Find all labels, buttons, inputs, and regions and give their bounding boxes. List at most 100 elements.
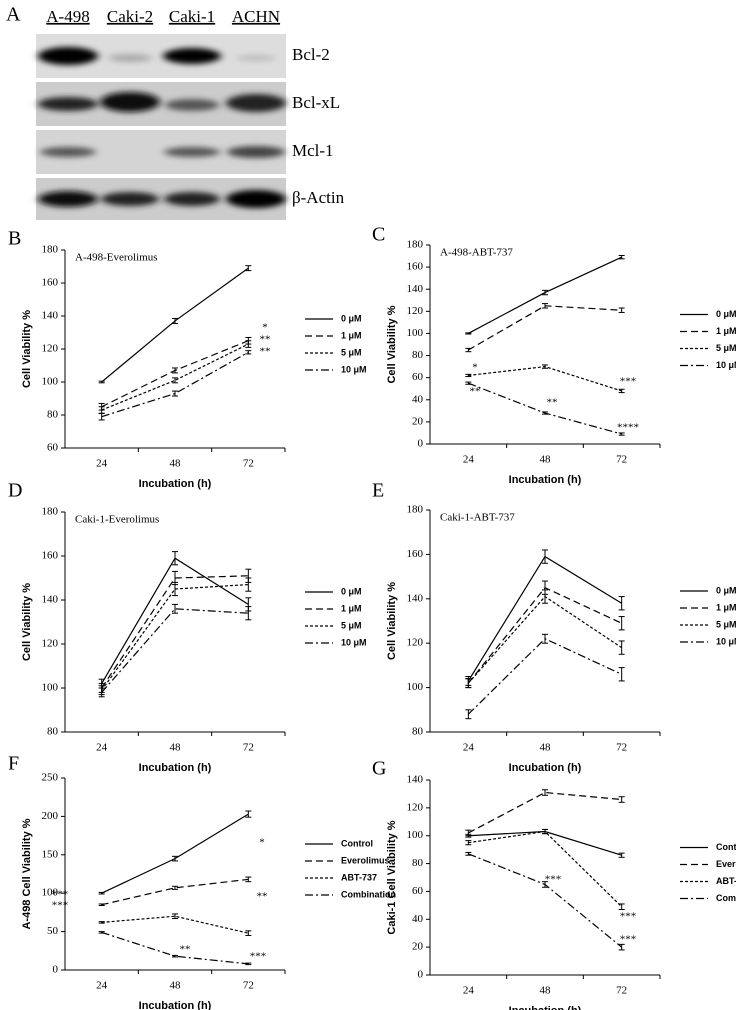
series-line bbox=[468, 382, 622, 435]
x-tick-label: 48 bbox=[170, 980, 182, 992]
error-bar bbox=[465, 373, 472, 378]
y-tick-label: 160 bbox=[42, 550, 59, 562]
significance-mark: ** bbox=[260, 334, 271, 346]
y-tick-label: 160 bbox=[407, 548, 424, 560]
error-bar bbox=[172, 390, 178, 397]
y-tick-label: 100 bbox=[42, 887, 59, 899]
y-tick-label: 200 bbox=[42, 810, 59, 822]
error-bar bbox=[542, 828, 548, 835]
error-bar bbox=[542, 364, 548, 369]
significance-mark: *** bbox=[620, 911, 637, 923]
error-bar bbox=[245, 930, 252, 936]
error-bar bbox=[172, 855, 178, 862]
y-tick-label: 80 bbox=[412, 726, 424, 738]
x-tick-label: 48 bbox=[540, 985, 552, 997]
significance-mark: *** bbox=[620, 376, 637, 388]
x-tick-label: 24 bbox=[463, 454, 475, 466]
legend-label: 1 μM bbox=[716, 326, 736, 336]
lane-label: A-498 bbox=[46, 7, 89, 26]
legend-label: 1 μM bbox=[341, 330, 362, 340]
error-bar bbox=[542, 411, 548, 415]
error-bar bbox=[618, 903, 625, 911]
legend-label: Control bbox=[716, 842, 736, 852]
chart-title: A-498-ABT-737 bbox=[440, 247, 513, 259]
panel-letter: F bbox=[8, 753, 19, 775]
x-tick-label: 24 bbox=[96, 458, 108, 470]
error-bar bbox=[618, 255, 625, 260]
protein-label: Bcl-2 bbox=[292, 45, 330, 64]
y-tick-label: 40 bbox=[412, 913, 424, 925]
series-line bbox=[101, 351, 249, 418]
lane-label: Caki-2 bbox=[107, 7, 153, 26]
error-bar bbox=[618, 796, 625, 803]
panel-letter: A bbox=[6, 4, 21, 26]
error-bar bbox=[245, 577, 252, 592]
error-bar bbox=[465, 709, 472, 720]
error-bar bbox=[172, 377, 178, 384]
x-tick-label: 24 bbox=[463, 742, 475, 754]
y-axis-label: Cell Viability % bbox=[21, 310, 33, 388]
panel-letter: D bbox=[8, 480, 22, 502]
y-axis-label: Caki-1 Cell Viability % bbox=[386, 820, 398, 934]
legend-label: Control bbox=[341, 838, 373, 848]
lane-label: ACHN bbox=[232, 7, 280, 26]
legend-label: Everolimus bbox=[341, 855, 390, 865]
x-tick-label: 48 bbox=[170, 458, 182, 470]
significance-mark: *** bbox=[620, 934, 637, 946]
y-tick-label: 0 bbox=[418, 438, 424, 450]
error-bar bbox=[172, 581, 178, 597]
y-tick-label: 0 bbox=[53, 964, 59, 976]
error-bar bbox=[172, 913, 178, 920]
y-tick-label: 80 bbox=[412, 857, 424, 869]
y-axis-label: A-498 Cell Viability % bbox=[21, 818, 33, 929]
legend-label: 1 μM bbox=[341, 603, 362, 613]
y-axis-label: Cell Viability % bbox=[386, 582, 398, 660]
series-line bbox=[467, 555, 622, 682]
series-line bbox=[467, 638, 622, 715]
legend-label: ABT-737 bbox=[341, 872, 377, 882]
error-bar bbox=[618, 943, 625, 951]
y-tick-label: 60 bbox=[412, 371, 424, 383]
error-bar bbox=[245, 876, 252, 883]
x-axis-label: Incubation (h) bbox=[509, 1005, 582, 1010]
legend-label: 10 μM bbox=[341, 364, 367, 374]
error-bar bbox=[98, 380, 105, 384]
y-tick-label: 40 bbox=[412, 393, 424, 405]
x-axis-label: Incubation (h) bbox=[139, 478, 212, 490]
error-bar bbox=[98, 903, 105, 906]
error-bar bbox=[98, 931, 105, 934]
error-bar bbox=[542, 633, 548, 644]
panel-letter: B bbox=[8, 228, 21, 250]
x-axis-label: Incubation (h) bbox=[139, 762, 212, 774]
x-tick-label: 72 bbox=[243, 458, 254, 470]
series-line bbox=[101, 878, 249, 906]
blot bbox=[36, 34, 286, 220]
y-tick-label: 20 bbox=[412, 415, 424, 427]
error-bar bbox=[542, 789, 548, 796]
error-bar bbox=[98, 921, 105, 924]
y-tick-label: 140 bbox=[42, 594, 59, 606]
error-bar bbox=[618, 667, 625, 682]
y-tick-label: 80 bbox=[47, 726, 59, 738]
legend-label: Combination bbox=[341, 889, 396, 899]
y-tick-label: 100 bbox=[42, 682, 59, 694]
error-bar bbox=[245, 810, 252, 818]
series-line bbox=[468, 830, 622, 856]
x-axis-label: Incubation (h) bbox=[509, 474, 582, 486]
legend-label: 0 μM bbox=[716, 309, 736, 319]
series-line bbox=[468, 366, 622, 392]
legend-label: 1 μM bbox=[716, 602, 736, 612]
y-tick-label: 60 bbox=[412, 885, 424, 897]
y-axis-label: Cell Viability % bbox=[21, 583, 33, 661]
chart-title: Caki-1-Everolimus bbox=[75, 514, 159, 526]
significance-mark: **** bbox=[617, 422, 639, 434]
chart-title: A-498-Everolimus bbox=[75, 252, 157, 264]
series-line bbox=[101, 340, 249, 408]
x-tick-label: 72 bbox=[243, 742, 254, 754]
error-bar bbox=[172, 603, 178, 614]
error-bar bbox=[98, 412, 105, 421]
x-tick-label: 24 bbox=[96, 980, 108, 992]
series-line bbox=[468, 791, 622, 834]
x-tick-label: 72 bbox=[616, 985, 627, 997]
